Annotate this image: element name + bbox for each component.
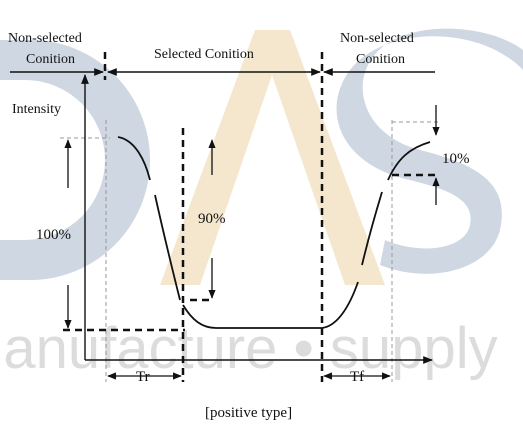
- watermark: manufacture • supply: [0, 28, 523, 381]
- label-non-selected-left-1: Non-selected: [8, 31, 82, 46]
- watermark-tagline: manufacture • supply: [0, 316, 498, 381]
- curve-fall-start: [117, 136, 151, 181]
- label-non-selected-right-1: Non-selected: [340, 31, 414, 46]
- labels: Non-selected Conition Selected Conition …: [8, 31, 470, 421]
- watermark-letter-d: [0, 40, 150, 280]
- boundary-lines: [63, 52, 436, 382]
- label-non-selected-right-2: Conition: [356, 52, 405, 67]
- label-intensity: Intensity: [12, 102, 61, 117]
- watermark-letter-s: [336, 28, 523, 274]
- curve-fall-mid: [154, 194, 181, 301]
- label-non-selected-left-2: Conition: [26, 52, 75, 67]
- label-10-percent: 10%: [442, 151, 470, 167]
- label-90-percent: 90%: [198, 211, 226, 227]
- curve-rise-mid: [361, 191, 383, 266]
- watermark-letter-a: [160, 30, 385, 285]
- label-tr: Tr: [136, 369, 150, 385]
- intensity-curve: [117, 136, 431, 329]
- curve-rise-start: [321, 281, 359, 329]
- axes: [81, 74, 433, 364]
- curve-bottom: [182, 304, 322, 329]
- measure-arrows: [64, 105, 440, 380]
- label-selected: Selected Conition: [154, 47, 254, 62]
- curve-rise-end: [387, 141, 431, 181]
- label-tf: Tf: [350, 369, 364, 385]
- caption: [positive type]: [205, 405, 292, 421]
- label-100-percent: 100%: [36, 227, 71, 243]
